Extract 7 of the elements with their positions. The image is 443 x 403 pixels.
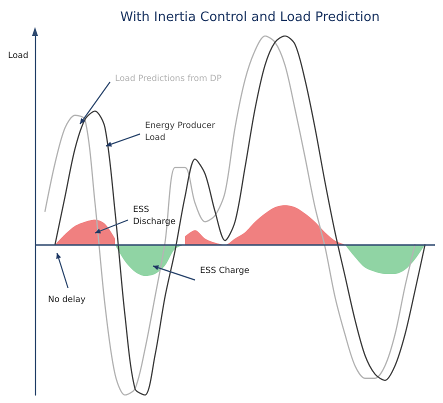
series-label: ESS Discharge [133, 205, 176, 227]
annotation: No delay [48, 295, 86, 305]
text: Load Predictions from DP [115, 74, 222, 84]
chart-title: With Inertia Control and Load Prediction [120, 10, 380, 25]
y-axis-title: Load [8, 51, 28, 61]
text: Energy Producer Load [145, 121, 216, 143]
text: ESS Charge [200, 266, 250, 276]
